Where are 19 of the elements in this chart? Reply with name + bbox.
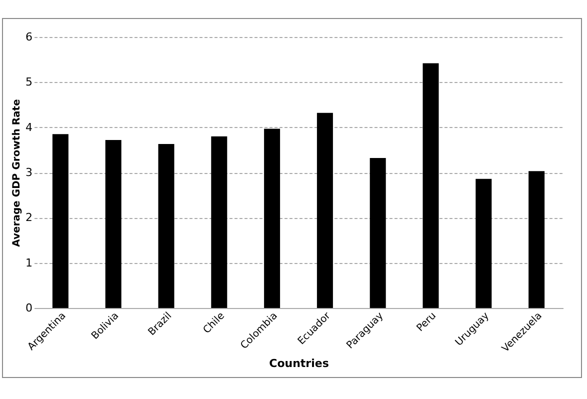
x-axis-title: Countries xyxy=(269,356,330,370)
y-tick-label: 6 xyxy=(26,30,32,44)
bar xyxy=(370,158,386,308)
y-tick-label: 5 xyxy=(26,76,32,89)
bar xyxy=(52,134,68,308)
bar xyxy=(211,136,228,308)
y-tick-label: 1 xyxy=(26,256,32,270)
bar xyxy=(422,63,439,308)
bar xyxy=(264,128,280,308)
bar xyxy=(316,112,333,308)
y-axis-title: Average GDP Growth Rate xyxy=(12,98,22,247)
y-tick-label: 3 xyxy=(26,166,32,179)
y-tick-label: 2 xyxy=(26,211,32,224)
bar xyxy=(158,144,174,308)
bar xyxy=(528,171,545,308)
y-tick-label: 0 xyxy=(26,302,32,314)
bar xyxy=(476,178,492,308)
bar xyxy=(105,140,122,308)
y-tick-label: 4 xyxy=(26,120,32,134)
